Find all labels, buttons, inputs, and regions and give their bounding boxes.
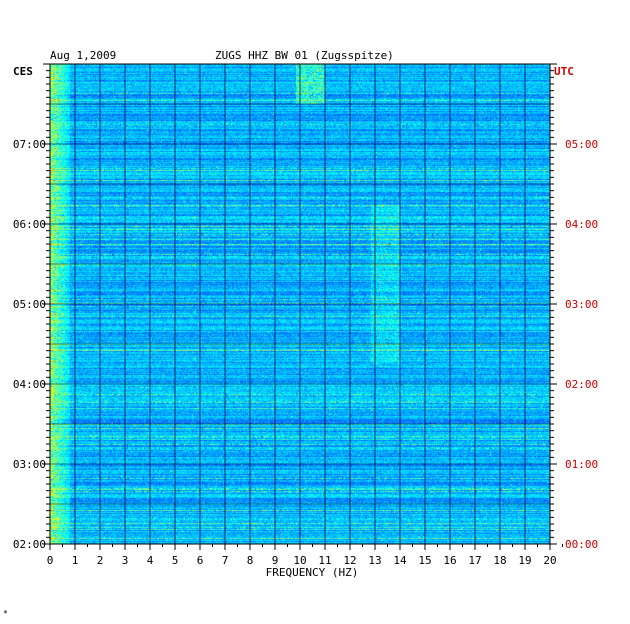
right-tick-label: 05:00 — [565, 138, 598, 151]
footer-mark: * — [3, 609, 8, 618]
right-tick-label: 01:00 — [565, 458, 598, 471]
chart-date: Aug 1,2009 — [50, 49, 116, 62]
left-tick-label: 05:00 — [13, 298, 46, 311]
left-tick-label: 04:00 — [13, 378, 46, 391]
x-tick-label: 0 — [47, 554, 54, 567]
x-tick-label: 1 — [72, 554, 79, 567]
right-tick-label: 02:00 — [565, 378, 598, 391]
x-tick-label: 11 — [318, 554, 331, 567]
x-tick-label: 4 — [147, 554, 154, 567]
x-tick-label: 5 — [172, 554, 179, 567]
x-tick-label: 6 — [197, 554, 204, 567]
x-tick-label: 3 — [122, 554, 129, 567]
axes: 0 1 2 3 4 5 6 7 8 9 10 11 12 13 14 15 16 17 18 19 2007:0006:… — [13, 63, 598, 567]
x-tick-label: 15 — [418, 554, 431, 567]
x-tick-label: 18 — [493, 554, 506, 567]
left-zone-label: CES — [13, 65, 33, 78]
x-tick-label: 20 — [543, 554, 556, 567]
x-tick-label: 17 — [468, 554, 481, 567]
x-tick-label: 2 — [97, 554, 104, 567]
x-tick-label: 16 — [443, 554, 456, 567]
left-tick-label: 06:00 — [13, 218, 46, 231]
x-axis-label: FREQUENCY (HZ) — [266, 566, 359, 579]
x-tick-label: 7 — [222, 554, 229, 567]
x-tick-label: 13 — [368, 554, 381, 567]
x-tick-label: 19 — [518, 554, 531, 567]
chart-title: ZUGS HHZ BW 01 (Zugsspitze) — [215, 49, 394, 62]
x-tick-label: 8 — [247, 554, 254, 567]
x-tick-label: 14 — [393, 554, 407, 567]
left-tick-label: 02:00 — [13, 538, 46, 551]
x-tick-label: 10 — [293, 554, 306, 567]
x-tick-label: 12 — [343, 554, 356, 567]
x-tick-label: 9 — [272, 554, 279, 567]
right-tick-label: 04:00 — [565, 218, 598, 231]
left-tick-label: 03:00 — [13, 458, 46, 471]
right-tick-label: 03:00 — [565, 298, 598, 311]
grid-lines — [49, 63, 551, 545]
right-tick-label: 00:00 — [565, 538, 598, 551]
right-zone-label: UTC — [554, 65, 574, 78]
left-tick-label: 07:00 — [13, 138, 46, 151]
